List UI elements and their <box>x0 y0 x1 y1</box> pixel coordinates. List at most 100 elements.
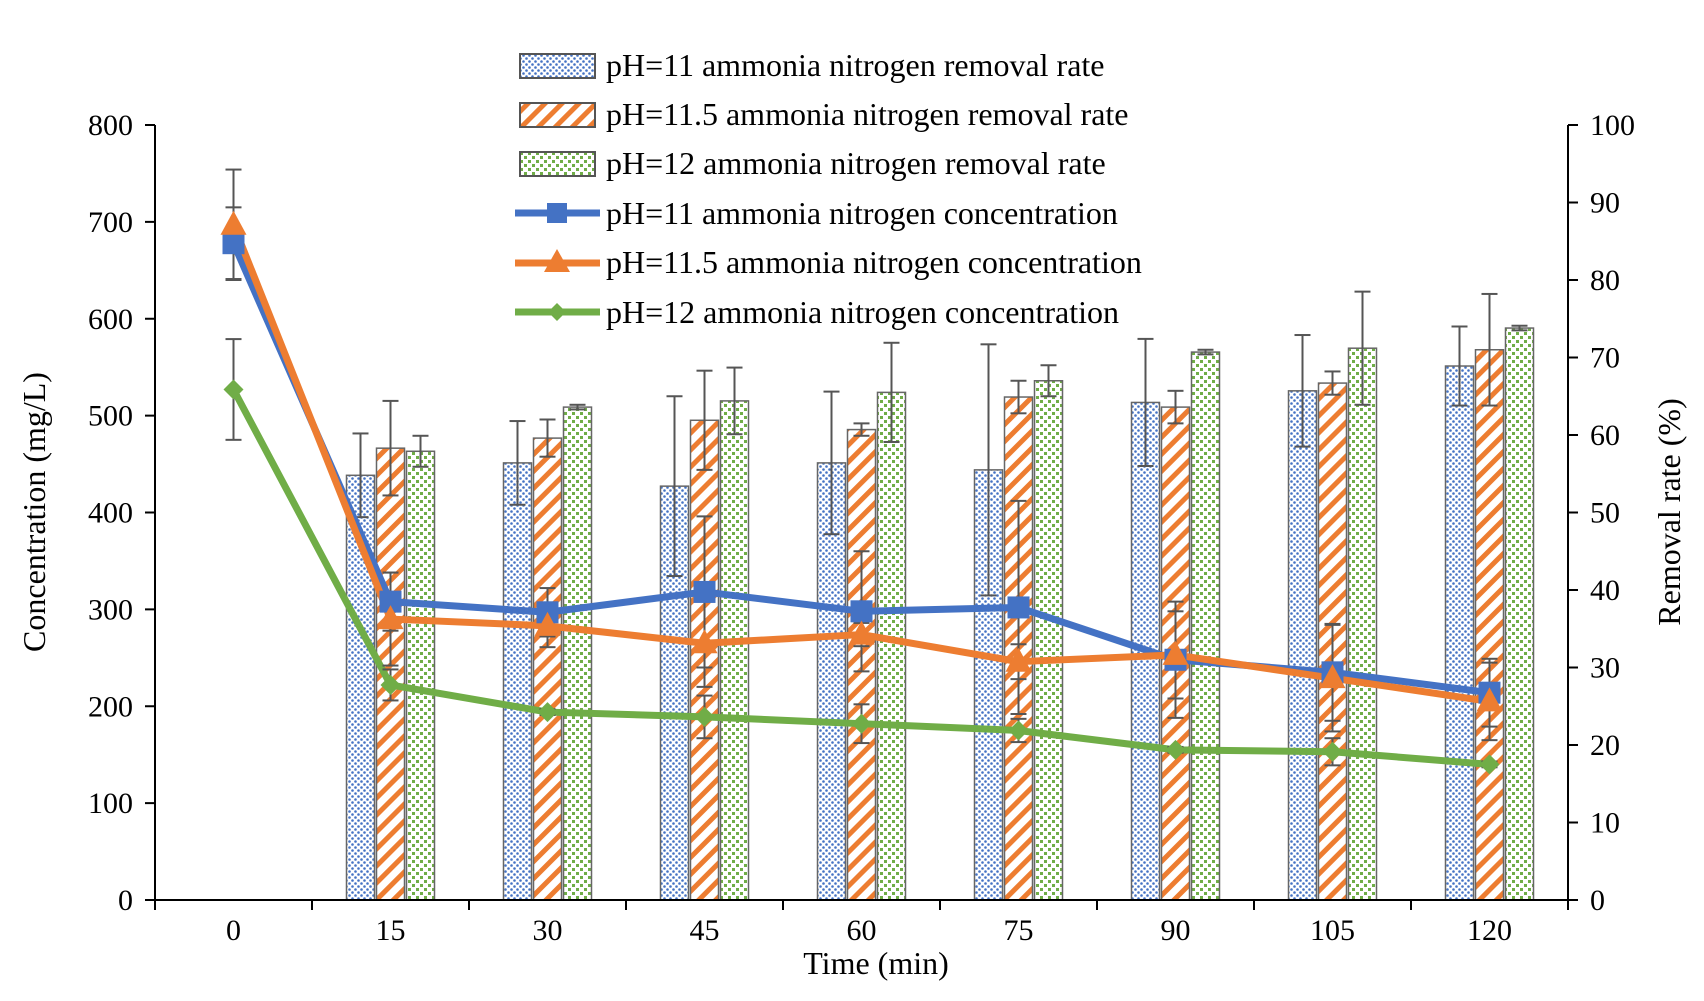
y-axis-title: Concentration (mg/L) <box>16 372 52 652</box>
point-square-0 <box>850 600 873 623</box>
bar-error-0 <box>1137 337 1154 467</box>
bar-error-2 <box>569 403 586 411</box>
bar-0 <box>816 462 847 901</box>
y-tick-label: 800 <box>88 109 133 142</box>
y-tick-label: 600 <box>88 303 133 336</box>
y2-tick-label: 60 <box>1590 419 1620 452</box>
bar-2 <box>562 406 593 901</box>
legend-label-bar-ph12: pH=12 ammonia nitrogen removal rate <box>606 145 1106 181</box>
y2-tick-label: 80 <box>1590 264 1620 297</box>
y2-tick-label: 70 <box>1590 342 1620 375</box>
bar-error-2 <box>412 434 429 468</box>
x-tick-label: 15 <box>376 914 406 947</box>
legend-marker-diamond-icon <box>548 303 566 321</box>
bar-error-2 <box>1354 290 1371 406</box>
bar-0 <box>1287 390 1318 901</box>
y2-tick-label: 30 <box>1590 652 1620 685</box>
y2-tick-label: 100 <box>1590 109 1635 142</box>
bar-error-1 <box>1010 379 1027 415</box>
point-diamond-2 <box>1322 741 1343 762</box>
bar-error-0 <box>509 420 526 506</box>
bar-error-1 <box>1167 389 1184 425</box>
point-triangle-1 <box>377 605 404 630</box>
bar-2 <box>405 450 436 901</box>
ticks: 0100200300400500600700800010203040506070… <box>88 109 1635 947</box>
legend-label-line-ph11-5: pH=11.5 ammonia nitrogen concentration <box>606 244 1142 280</box>
y-tick-label: 400 <box>88 497 133 530</box>
y2-axis-title: Removal rate (%) <box>1651 398 1687 625</box>
point-diamond-2 <box>223 379 244 400</box>
point-triangle-1 <box>1162 640 1189 665</box>
point-square-0 <box>693 580 716 603</box>
point-diamond-2 <box>851 713 872 734</box>
point-diamond-2 <box>1479 754 1500 775</box>
y-tick-label: 300 <box>88 593 133 626</box>
point-triangle-1 <box>534 611 561 636</box>
legend-marker-square-icon <box>547 203 567 223</box>
x-tick-label: 75 <box>1004 914 1034 947</box>
point-diamond-2 <box>380 674 401 695</box>
legend-swatch-bar-ph11-5 <box>519 102 596 128</box>
bar-error-0 <box>980 343 997 597</box>
x-tick-label: 90 <box>1161 914 1191 947</box>
point-diamond-2 <box>537 702 558 723</box>
legend-label-line-ph12: pH=12 ammonia nitrogen concentration <box>606 294 1119 330</box>
bar-error-0 <box>1451 325 1468 407</box>
legend: pH=11 ammonia nitrogen removal rate pH=1… <box>515 47 1142 330</box>
y-tick-label: 500 <box>88 400 133 433</box>
y2-tick-label: 20 <box>1590 729 1620 762</box>
point-diamond-2 <box>1008 720 1029 741</box>
bar-2 <box>876 391 907 901</box>
bar-error-2 <box>726 366 743 436</box>
y2-tick-label: 10 <box>1590 807 1620 840</box>
bar-2 <box>1347 347 1378 901</box>
bar-1 <box>532 437 563 901</box>
point-triangle-1 <box>848 620 875 645</box>
bar-2 <box>1033 380 1064 901</box>
point-square-0 <box>222 232 245 255</box>
bar-error-2 <box>883 341 900 443</box>
bar-0 <box>502 462 533 901</box>
bar-error-0 <box>1294 334 1311 448</box>
point-triangle-1 <box>691 629 718 654</box>
bar-error-2 <box>1511 324 1528 332</box>
y2-tick-label: 50 <box>1590 497 1620 530</box>
legend-label-bar-ph11: pH=11 ammonia nitrogen removal rate <box>606 47 1104 83</box>
bar-error-0 <box>823 390 840 536</box>
x-tick-label: 0 <box>226 914 241 947</box>
x-tick-label: 45 <box>690 914 720 947</box>
y2-tick-label: 0 <box>1590 884 1605 917</box>
point-triangle-1 <box>220 210 247 235</box>
markers-layer <box>220 210 1503 775</box>
bar-error-1 <box>382 399 399 497</box>
y-tick-label: 700 <box>88 206 133 239</box>
bar-2 <box>719 400 750 901</box>
legend-swatch-bar-ph11 <box>519 53 596 79</box>
legend-swatch-bar-ph12 <box>519 151 596 177</box>
bar-error-1 <box>696 369 713 471</box>
point-triangle-1 <box>1005 647 1032 672</box>
legend-label-line-ph11: pH=11 ammonia nitrogen concentration <box>606 195 1118 231</box>
bar-error-2 <box>1040 364 1057 398</box>
point-triangle-1 <box>1476 687 1503 712</box>
y-tick-label: 100 <box>88 787 133 820</box>
bar-error-0 <box>666 395 683 578</box>
bar-2 <box>1504 327 1535 901</box>
x-tick-label: 120 <box>1467 914 1512 947</box>
legend-marker-triangle-icon <box>544 249 570 272</box>
bar-error-1 <box>539 418 556 458</box>
point-triangle-1 <box>1319 664 1346 689</box>
bar-error-bars <box>352 290 1528 597</box>
bar-2 <box>1190 351 1221 901</box>
point-diamond-2 <box>694 706 715 727</box>
y-tick-label: 0 <box>118 884 133 917</box>
bar-1 <box>1474 349 1505 901</box>
x-tick-label: 30 <box>533 914 563 947</box>
y2-tick-label: 40 <box>1590 574 1620 607</box>
x-tick-label: 105 <box>1310 914 1355 947</box>
bar-error-1 <box>1481 292 1498 407</box>
bar-error-1 <box>1324 370 1341 396</box>
point-square-0 <box>1007 596 1030 619</box>
bar-0 <box>1444 365 1475 901</box>
